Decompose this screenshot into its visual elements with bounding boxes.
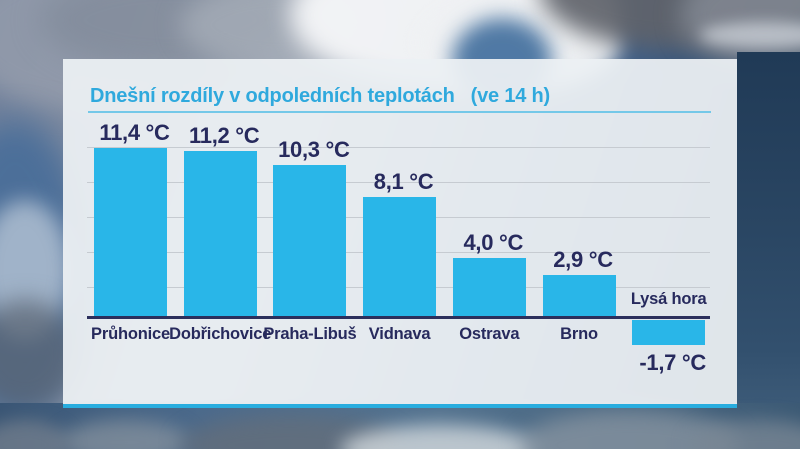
bar-lysa-hora: [632, 320, 706, 345]
chart-panel: Dnešní rozdíly v odpoledních teplotách (…: [63, 59, 737, 408]
value-label-praha-libus: 10,3 °C: [278, 137, 350, 162]
chart-title-row: Dnešní rozdíly v odpoledních teplotách (…: [90, 84, 550, 108]
cloud: [700, 22, 800, 48]
x-axis: [87, 316, 710, 319]
value-label-dobrichovice: 11,2 °C: [189, 123, 260, 148]
value-label-pruhonice: 11,4 °C: [99, 120, 170, 145]
chart-title-time: (ve 14 h): [470, 85, 551, 107]
bar-pruhonice: [94, 148, 167, 318]
bar-ostrava: [452, 258, 526, 318]
category-label-vidnava: Vidnava: [368, 325, 431, 343]
category-label-pruhonice: Průhonice: [91, 325, 170, 343]
category-label-praha-libus: Praha-Libuš: [263, 325, 357, 343]
gridline: [87, 182, 710, 183]
cloud: [60, 420, 190, 449]
bar-vidnava: [363, 197, 437, 318]
value-label-brno: 2,9 °C: [553, 247, 613, 272]
value-label-ostrava: 4,0 °C: [463, 230, 524, 255]
bar-praha-libus: [273, 165, 347, 318]
category-label-ostrava: Ostrava: [459, 325, 520, 343]
title-underline: [88, 111, 711, 113]
bar-dobrichovice: [183, 151, 257, 318]
value-label-vidnava: 8,1 °C: [373, 169, 434, 194]
category-label-dobrichovice: Dobřichovice: [169, 325, 272, 343]
category-label-lysa-hora: Lysá hora: [630, 290, 707, 308]
bar-brno: [542, 275, 616, 318]
gridline: [87, 147, 710, 148]
chart-title: Dnešní rozdíly v odpoledních teplotách: [90, 85, 455, 107]
sky-right-band: [737, 52, 800, 449]
value-label-lysa-hora: -1,7 °C: [639, 350, 706, 375]
category-label-brno: Brno: [560, 325, 598, 343]
bar-chart: 11,4 °C Průhonice 11,2 °C Dobřichovice 10,3 …: [63, 59, 737, 404]
